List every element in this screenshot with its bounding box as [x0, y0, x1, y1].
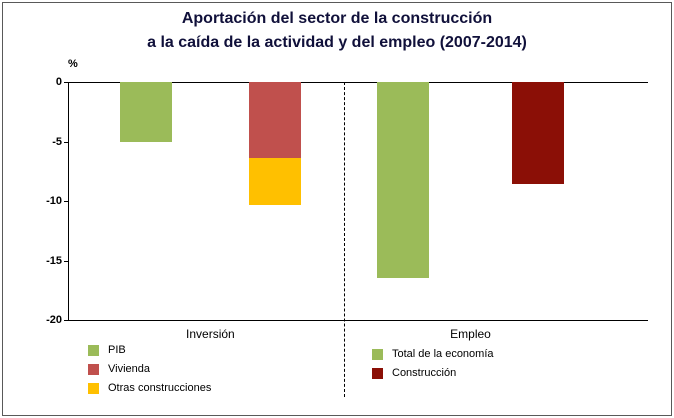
legend-entry-vivienda: Vivienda: [88, 363, 211, 375]
legend-swatch-icon: [88, 382, 99, 394]
legend-label: Vivienda: [108, 363, 150, 375]
bar-segment-vivienda: [249, 82, 302, 159]
legend-group-1: PIB Vivienda Otras construcciones: [88, 344, 211, 394]
y-tick-mark: [64, 260, 68, 262]
y-tick-mark: [64, 201, 68, 202]
bar-segment-pib: [119, 82, 172, 142]
legend-entry-total-de-la-economia: Total de la economía: [372, 348, 494, 360]
y-tick-label: -10: [46, 195, 62, 207]
y-tick-label: -20: [46, 314, 62, 326]
chart-title-line1: Aportación del sector de la construcción: [181, 10, 493, 27]
chart-title: Aportación del sector de la construcción…: [0, 7, 674, 55]
bar-segment-otras-construcciones: [249, 158, 302, 205]
x-axis-label-inversion: Inversión: [186, 327, 235, 341]
legend-entry-pib: PIB: [88, 344, 211, 356]
y-tick-mark: [64, 141, 68, 143]
group-divider-line: [344, 82, 346, 397]
x-axis-label-empleo: Empleo: [450, 327, 491, 341]
legend-label: Otras construcciones: [108, 382, 212, 394]
y-tick-label: -15: [46, 254, 62, 267]
legend-label: PIB: [108, 344, 126, 356]
y-axis-unit-label: %: [68, 58, 78, 70]
zero-baseline: [68, 82, 648, 83]
y-tick-label: 0: [55, 76, 62, 88]
y-axis-line: [68, 82, 69, 320]
y-tick-mark: [64, 320, 68, 321]
legend-entry-otras-construcciones: Otras construcciones: [88, 382, 211, 394]
y-tick-mark: [64, 82, 68, 83]
legend-label: Total de la economía: [392, 348, 494, 360]
legend-swatch-icon: [88, 363, 99, 375]
legend-label: Construcción: [392, 367, 457, 379]
chart-title-line2: a la caída de la actividad y del empleo …: [147, 34, 527, 51]
bar-segment-construccion: [511, 82, 564, 185]
legend-entry-construccion: Construcción: [372, 367, 494, 379]
x-axis-line: [68, 320, 648, 321]
legend-swatch-icon: [372, 367, 383, 379]
bar-segment-total-de-la-economia: [377, 82, 430, 279]
legend-swatch-icon: [88, 344, 99, 356]
legend-swatch-icon: [372, 348, 383, 360]
y-tick-label: -5: [52, 135, 62, 148]
legend-group-2: Total de la economía Construcción: [372, 348, 494, 379]
